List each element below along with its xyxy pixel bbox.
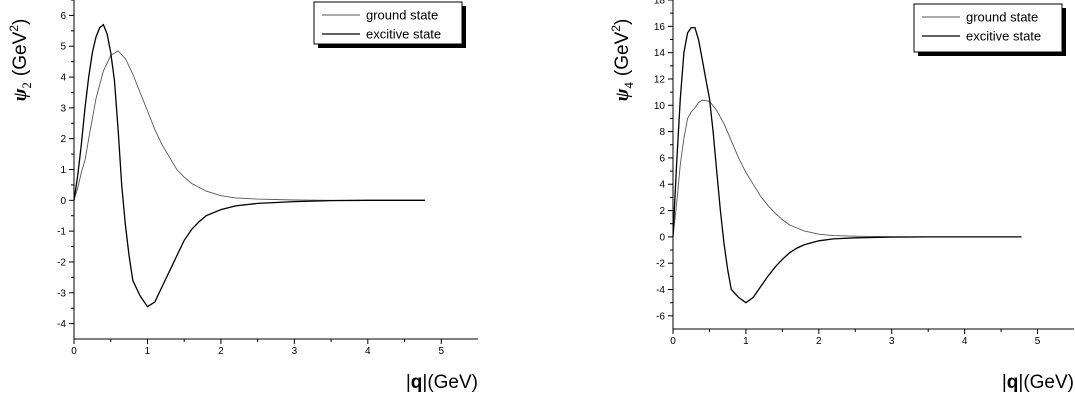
y-axis-symbol: ψ: [10, 88, 31, 101]
x-tick-label: 5: [438, 346, 444, 357]
series-ground-state-line: [73, 50, 426, 201]
y-axis-subscript: 4: [621, 82, 636, 89]
y-tick-label: 18: [654, 0, 666, 7]
y-tick-label: 3: [60, 103, 66, 114]
x-tick-label: 3: [889, 336, 895, 347]
y-tick-label: -4: [656, 285, 665, 296]
y-tick-label: 10: [654, 101, 666, 112]
x-tick-label: 3: [292, 346, 298, 357]
x-axis-label-q: q: [411, 372, 423, 393]
y-tick-label: 8: [659, 127, 665, 138]
y-tick-label: 6: [659, 153, 665, 164]
y-tick-label: 2: [659, 206, 665, 217]
legend: ground state excitive state: [913, 3, 1066, 56]
y-tick-label: 14: [654, 48, 666, 59]
x-tick-label: 0: [670, 336, 676, 347]
y-tick-label: -2: [57, 257, 66, 268]
x-axis-label-bar: |: [1002, 372, 1007, 393]
x-axis-label: |q|(GeV): [1002, 372, 1074, 393]
x-tick-label: 4: [962, 336, 968, 347]
legend-box: [913, 3, 1063, 53]
y-tick-label: 5: [60, 42, 66, 53]
y-tick-label: 4: [659, 180, 665, 191]
y-axis-unit: (GeV: [612, 31, 633, 76]
x-tick-label: 2: [218, 346, 224, 357]
series-excitive-state-line: [73, 23, 426, 308]
x-tick-label: 1: [145, 346, 151, 357]
x-axis-label-unit: |(GeV): [1018, 372, 1074, 393]
y-tick-label: -2: [656, 259, 665, 270]
chart-panel-psi2: 0 1 2 3 4 5 -4 -3 -2 -1 0 1 2 3 4 5 6 ground state excitiv…: [7, 0, 478, 393]
x-tick-label: 4: [365, 346, 371, 357]
legend-label: ground state: [366, 8, 438, 23]
x-tick-label: 1: [743, 336, 749, 347]
y-axis-unit: (GeV: [10, 31, 31, 76]
y-axis-unit-close: ): [612, 19, 633, 25]
series-ground-state-line: [672, 99, 1022, 238]
legend: ground state excitive state: [313, 1, 466, 48]
x-axis-label-unit: |(GeV): [422, 372, 478, 393]
y-tick-label: 0: [659, 232, 665, 243]
x-tick-label: 0: [71, 346, 77, 357]
y-axis-subscript: 2: [19, 82, 34, 89]
y-axis-unit-close: ): [10, 19, 31, 25]
y-tick-label: 4: [60, 73, 66, 84]
y-tick-label: -6: [656, 311, 665, 322]
y-axis-unit-superscript: 2: [609, 25, 623, 32]
y-tick-label: 2: [60, 134, 66, 145]
x-axis-label-bar: |: [406, 372, 411, 393]
x-tick-label: 5: [1035, 336, 1041, 347]
y-axis-unit-superscript: 2: [7, 25, 21, 32]
y-tick-label: -3: [57, 288, 66, 299]
y-tick-label: 12: [654, 74, 666, 85]
legend-label: excitive state: [966, 29, 1041, 44]
x-axis-label: |q|(GeV): [406, 372, 478, 393]
legend-label: ground state: [966, 10, 1038, 25]
x-axis-label-q: q: [1007, 372, 1019, 393]
y-tick-label: 0: [60, 196, 66, 207]
y-tick-label: -4: [57, 319, 66, 330]
series-excitive-state-line: [672, 26, 1022, 304]
x-tick-label: 2: [816, 336, 822, 347]
y-axis-symbol: ψ: [612, 88, 633, 101]
y-tick-label: 6: [60, 11, 66, 22]
y-axis-label: ψ2(GeV2): [7, 19, 34, 102]
y-tick-label: 16: [654, 22, 666, 33]
y-axis-label: ψ4 (GeV2): [609, 19, 636, 102]
y-tick-label: -1: [57, 227, 66, 238]
y-tick-label: 1: [60, 165, 66, 176]
legend-box: [313, 1, 463, 45]
legend-label: excitive state: [366, 27, 441, 42]
